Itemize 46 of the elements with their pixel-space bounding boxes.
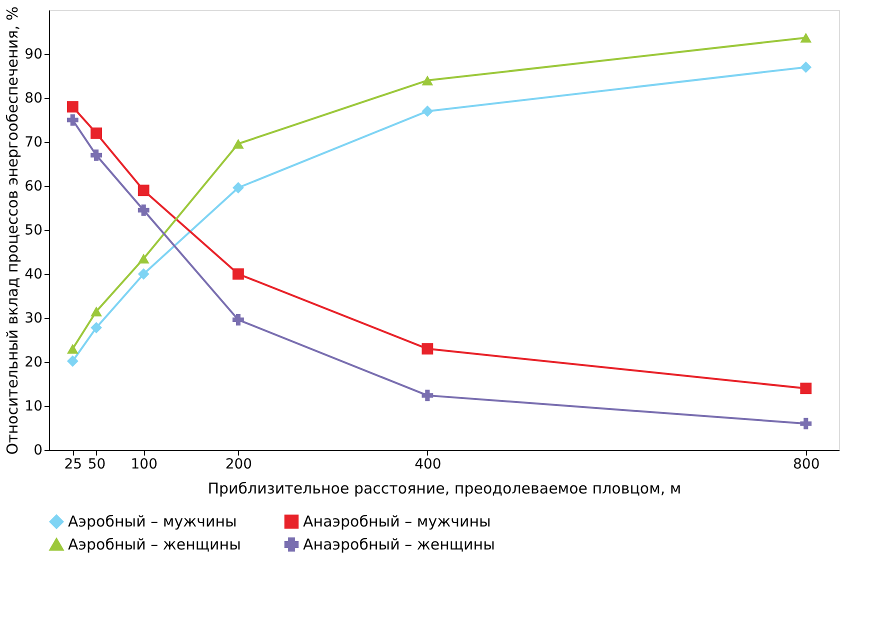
point [138, 204, 150, 216]
point [66, 344, 78, 354]
x-tick-label: 25 [64, 456, 82, 472]
y-tick-label: 80 [24, 90, 42, 106]
y-axis-title: Относительный вклад процессов энергообеспечения, % [4, 6, 22, 455]
y-tick-label: 0 [34, 442, 42, 458]
point [232, 314, 244, 326]
legend-label: Анаэробный – мужчины [303, 512, 491, 531]
point [66, 114, 78, 126]
point [422, 390, 434, 402]
y-tick-label: 90 [24, 46, 42, 62]
point [138, 268, 150, 280]
y-tick-label: 60 [24, 178, 42, 194]
y-tick-label: 30 [24, 310, 42, 326]
point [232, 268, 244, 280]
x-tick-label: 800 [793, 456, 820, 472]
point [90, 306, 102, 316]
point [138, 254, 150, 264]
point [66, 355, 78, 367]
x-tick-label: 50 [88, 456, 106, 472]
point [90, 322, 102, 334]
point [800, 418, 812, 430]
x-axis-title: Приблизительное расстояние, преодолеваемое пловцом, м [208, 480, 682, 498]
y-tick-label: 40 [24, 266, 42, 282]
point [232, 182, 244, 194]
legend-label: Аэробный – мужчины [68, 512, 237, 531]
point [422, 106, 434, 117]
y-tick-label: 20 [24, 354, 42, 370]
y-tick-label: 10 [24, 398, 42, 414]
point [66, 101, 78, 112]
point [800, 32, 812, 43]
point [90, 128, 102, 139]
x-tick-label: 100 [130, 456, 158, 472]
point [422, 75, 434, 86]
legend-label: Аэробный – женщины [68, 536, 241, 554]
point [422, 343, 434, 354]
x-tick-label: 200 [225, 456, 252, 472]
point [800, 62, 812, 73]
legend-label: Анаэробный – женщины [303, 536, 495, 554]
point [800, 382, 812, 394]
point [232, 138, 244, 149]
y-tick-label: 70 [24, 134, 42, 150]
point [90, 150, 102, 161]
y-tick-label: 50 [24, 222, 42, 238]
point [138, 184, 150, 196]
x-tick-label: 400 [414, 456, 442, 472]
